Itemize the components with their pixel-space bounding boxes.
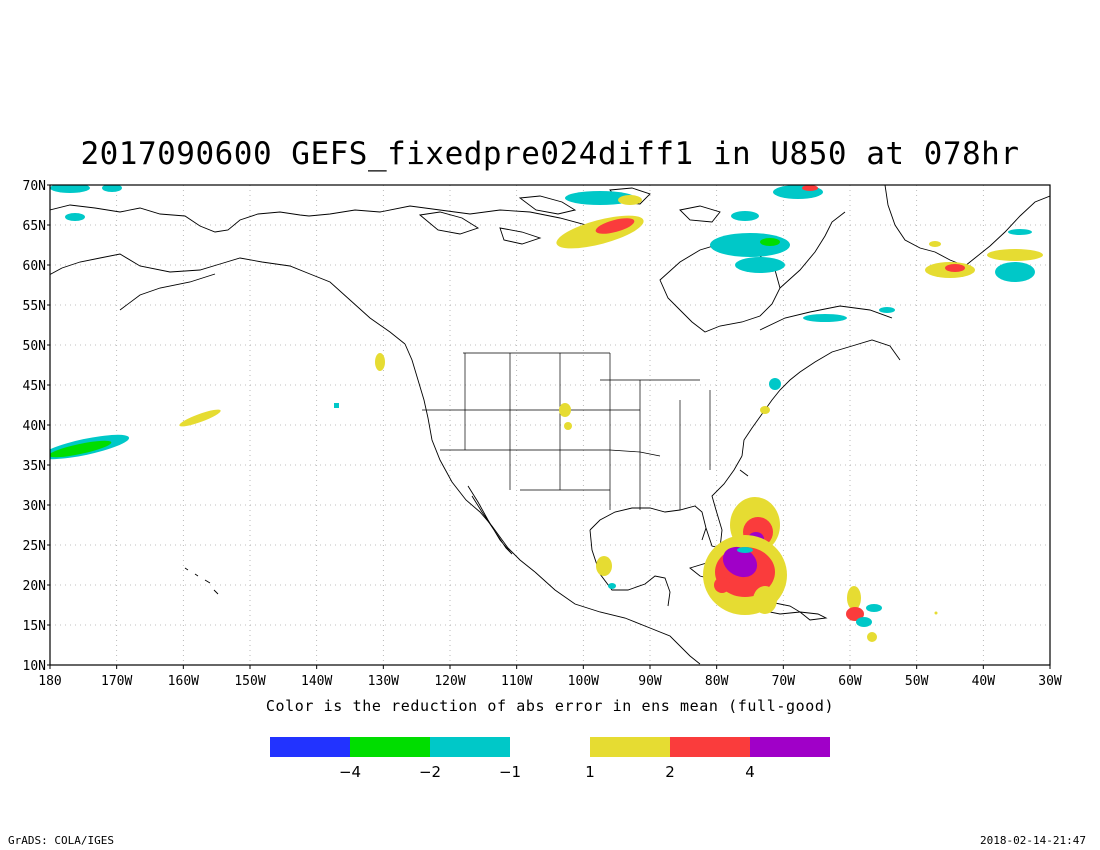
lon-tick-label: 160W	[168, 674, 199, 689]
chart-title: 2017090600 GEFS_fixedpre024diff1 in U850…	[80, 136, 1020, 172]
lat-tick-label: 60N	[23, 259, 46, 274]
lat-tick-label: 50N	[23, 339, 46, 354]
coastlines	[50, 185, 1050, 665]
lat-tick-label: 40N	[23, 419, 46, 434]
lon-tick-label: 140W	[301, 674, 332, 689]
lon-tick-label: 100W	[568, 674, 599, 689]
lat-tick-label: 10N	[23, 659, 46, 674]
software-credit: GrADS: COLA/IGES	[8, 834, 114, 847]
timestamp: 2018-02-14-21:47	[980, 834, 1086, 847]
lat-tick-label: 70N	[23, 179, 46, 194]
latitude-labels: 10N 15N 20N 25N 30N 35N 40N 45N 50N 55N 60N 65N 70N	[23, 179, 50, 674]
lon-tick-label: 90W	[638, 674, 662, 689]
lon-tick-label: 30W	[1038, 674, 1062, 689]
lon-tick-label: 150W	[234, 674, 265, 689]
lon-tick-label: 50W	[905, 674, 929, 689]
lat-tick-label: 30N	[23, 499, 46, 514]
lat-tick-label: 55N	[23, 299, 46, 314]
lat-tick-label: 20N	[23, 579, 46, 594]
lon-tick-label: 180	[38, 674, 61, 689]
lon-tick-label: 170W	[101, 674, 132, 689]
lon-tick-label: 70W	[772, 674, 796, 689]
lat-tick-label: 65N	[23, 219, 46, 234]
anomaly-fields	[50, 185, 1043, 642]
lon-tick-label: 130W	[368, 674, 399, 689]
lon-tick-label: 110W	[501, 674, 532, 689]
longitude-labels: 180 170W 160W 150W 140W 130W 120W 110W 100W 90W 80…	[38, 665, 1062, 689]
lat-lon-grid	[50, 185, 1050, 665]
lon-tick-label: 120W	[434, 674, 465, 689]
lon-tick-label: 40W	[972, 674, 996, 689]
lat-tick-label: 45N	[23, 379, 46, 394]
lat-tick-label: 35N	[23, 459, 46, 474]
lat-tick-label: 15N	[23, 619, 46, 634]
lon-tick-label: 80W	[705, 674, 729, 689]
state-borders	[422, 352, 711, 510]
lon-tick-label: 60W	[838, 674, 862, 689]
caption: Color is the reduction of abs error in e…	[265, 697, 835, 715]
lat-tick-label: 25N	[23, 539, 46, 554]
